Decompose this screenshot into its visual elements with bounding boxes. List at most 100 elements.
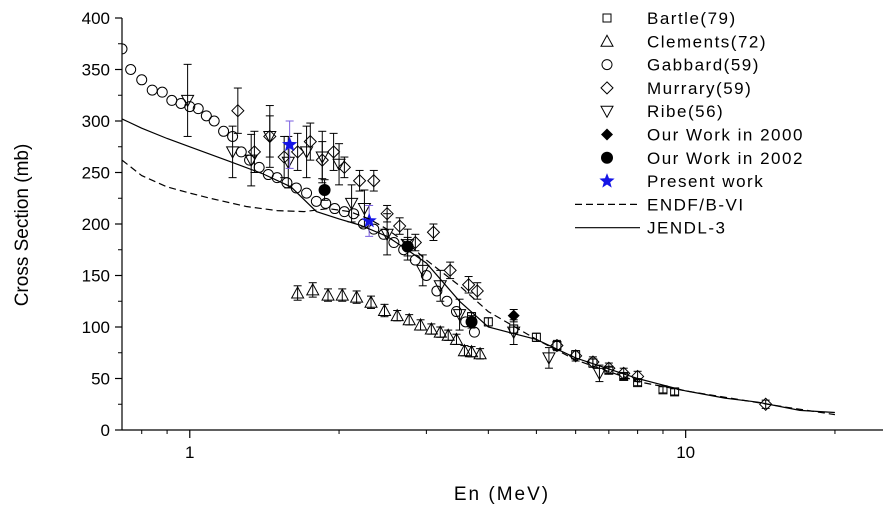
- legend-label: Ribe(56): [647, 102, 724, 121]
- error-bar: [247, 133, 256, 187]
- data-point: [281, 156, 296, 170]
- data-point: [468, 326, 480, 338]
- error-bar: [571, 350, 580, 362]
- data-point: [433, 325, 448, 338]
- data-point: [568, 349, 583, 363]
- data-point: [364, 295, 378, 308]
- data-point: [392, 219, 407, 233]
- legend-item: Gabbard(59): [601, 56, 758, 75]
- error-bar: [306, 122, 315, 161]
- data-point: [361, 212, 377, 228]
- series-clements-72: [290, 282, 487, 360]
- data-point: [262, 130, 277, 144]
- series-jendl-3: [122, 118, 835, 414]
- data-point: [282, 136, 298, 152]
- data-point: [449, 332, 464, 345]
- legend-marker: [602, 13, 612, 23]
- legend-label: Bartle(79): [647, 9, 737, 28]
- data-point: [244, 154, 259, 168]
- legend-label: Clements(72): [647, 32, 767, 51]
- data-point: [332, 158, 346, 172]
- y-tick-label: 350: [82, 61, 110, 80]
- legend: Bartle(79) Clements(72) Gabbard(59) Murrary…: [575, 9, 804, 238]
- data-point: [146, 84, 158, 96]
- series-layer: [122, 43, 835, 416]
- plot-area: 0 50 100 150 200 250 300 350 400 1 10: [82, 9, 883, 462]
- data-point: [443, 263, 457, 278]
- data-point: [180, 94, 195, 108]
- data-point: [630, 369, 645, 384]
- legend-item: Murrary(59): [600, 79, 752, 98]
- legend-marker: [600, 34, 614, 47]
- error-bar: [329, 132, 338, 171]
- data-point: [433, 280, 448, 293]
- data-point: [200, 110, 212, 122]
- series-our-work-in-2002: [318, 179, 478, 329]
- legend-marker: [599, 173, 615, 188]
- legend-item: Our Work in 2000: [601, 126, 804, 145]
- data-point: [483, 317, 493, 327]
- x-tick-label: 1: [185, 443, 194, 462]
- y-tick-label: 50: [91, 370, 110, 389]
- data-point: [408, 235, 423, 250]
- legend-label: ENDF/B-VI: [647, 195, 745, 214]
- y-tick-label: 200: [82, 215, 110, 234]
- data-point: [461, 278, 476, 292]
- data-point: [450, 306, 462, 318]
- series-ribe-56: [180, 63, 607, 383]
- data-point: [337, 160, 352, 175]
- y-tick-label: 300: [82, 112, 110, 131]
- legend-item: JENDL-3: [575, 219, 726, 238]
- data-point: [617, 366, 631, 381]
- data-point: [156, 86, 168, 98]
- series-present-work: [282, 120, 377, 237]
- error-bar: [455, 298, 464, 331]
- data-point: [465, 315, 478, 328]
- data-point: [352, 174, 367, 188]
- data-point: [136, 74, 148, 86]
- error-bar: [369, 169, 378, 192]
- series-line-endf-b-vi: [122, 159, 835, 416]
- data-point: [402, 312, 417, 326]
- legend-label: Our Work in 2000: [647, 126, 804, 145]
- error-bar: [265, 105, 274, 168]
- data-point: [315, 151, 330, 165]
- data-point: [329, 203, 341, 215]
- error-bar: [335, 143, 344, 186]
- y-tick-label: 400: [82, 9, 110, 28]
- error-bar: [183, 63, 192, 137]
- legend-item: Bartle(79): [602, 9, 737, 28]
- data-point: [166, 94, 178, 106]
- data-point: [426, 225, 441, 239]
- data-point: [247, 145, 262, 159]
- data-point: [218, 125, 230, 137]
- data-point: [231, 103, 245, 118]
- data-point: [192, 103, 204, 115]
- series-gabbard-59: [122, 43, 480, 338]
- legend-label: Murrary(59): [647, 79, 752, 98]
- error-bar: [302, 125, 311, 179]
- error-bar: [658, 386, 667, 394]
- data-point: [507, 309, 520, 322]
- axes-layer: 0 50 100 150 200 250 300 350 400 1 10: [82, 9, 883, 462]
- y-tick-label: 0: [101, 421, 110, 440]
- data-point: [321, 288, 335, 301]
- x-tick-label: 10: [676, 443, 695, 462]
- data-point: [457, 343, 472, 357]
- legend-item: Present work: [599, 172, 763, 191]
- data-point: [377, 303, 392, 317]
- legend-item: Ribe(56): [600, 102, 724, 121]
- legend-label: JENDL-3: [647, 219, 726, 238]
- legend-item: Our Work in 2002: [601, 149, 804, 168]
- data-point: [367, 174, 381, 188]
- data-point: [473, 346, 487, 360]
- legend-label: Our Work in 2002: [647, 149, 804, 168]
- error-bar: [233, 87, 242, 134]
- data-point: [348, 208, 360, 220]
- data-point: [658, 385, 668, 395]
- data-point: [401, 240, 414, 253]
- error-bar: [383, 213, 392, 256]
- data-point: [424, 322, 439, 335]
- data-point: [349, 290, 364, 303]
